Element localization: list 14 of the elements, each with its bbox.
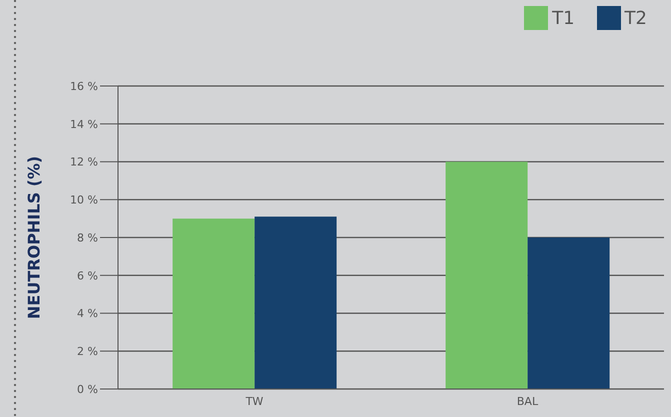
y-tick-label: 6 %	[77, 269, 98, 282]
y-tick-label: 12 %	[70, 156, 98, 169]
legend-label: T2	[624, 8, 647, 28]
y-tick-label: 14 %	[70, 118, 98, 131]
y-tick-label: 8 %	[77, 231, 98, 244]
y-axis-title: NEUTROPHILS (%)	[24, 156, 44, 320]
y-tick-label: 10 %	[70, 194, 98, 207]
x-tick-label: BAL	[516, 394, 539, 408]
legend-label: T1	[552, 8, 575, 28]
y-tick-label: 4 %	[77, 307, 98, 320]
y-tick-label: 16 %	[70, 80, 98, 93]
x-tick-label: TW	[244, 394, 264, 408]
y-tick-label: 2 %	[77, 345, 98, 358]
y-tick-label: 0 %	[77, 382, 98, 396]
